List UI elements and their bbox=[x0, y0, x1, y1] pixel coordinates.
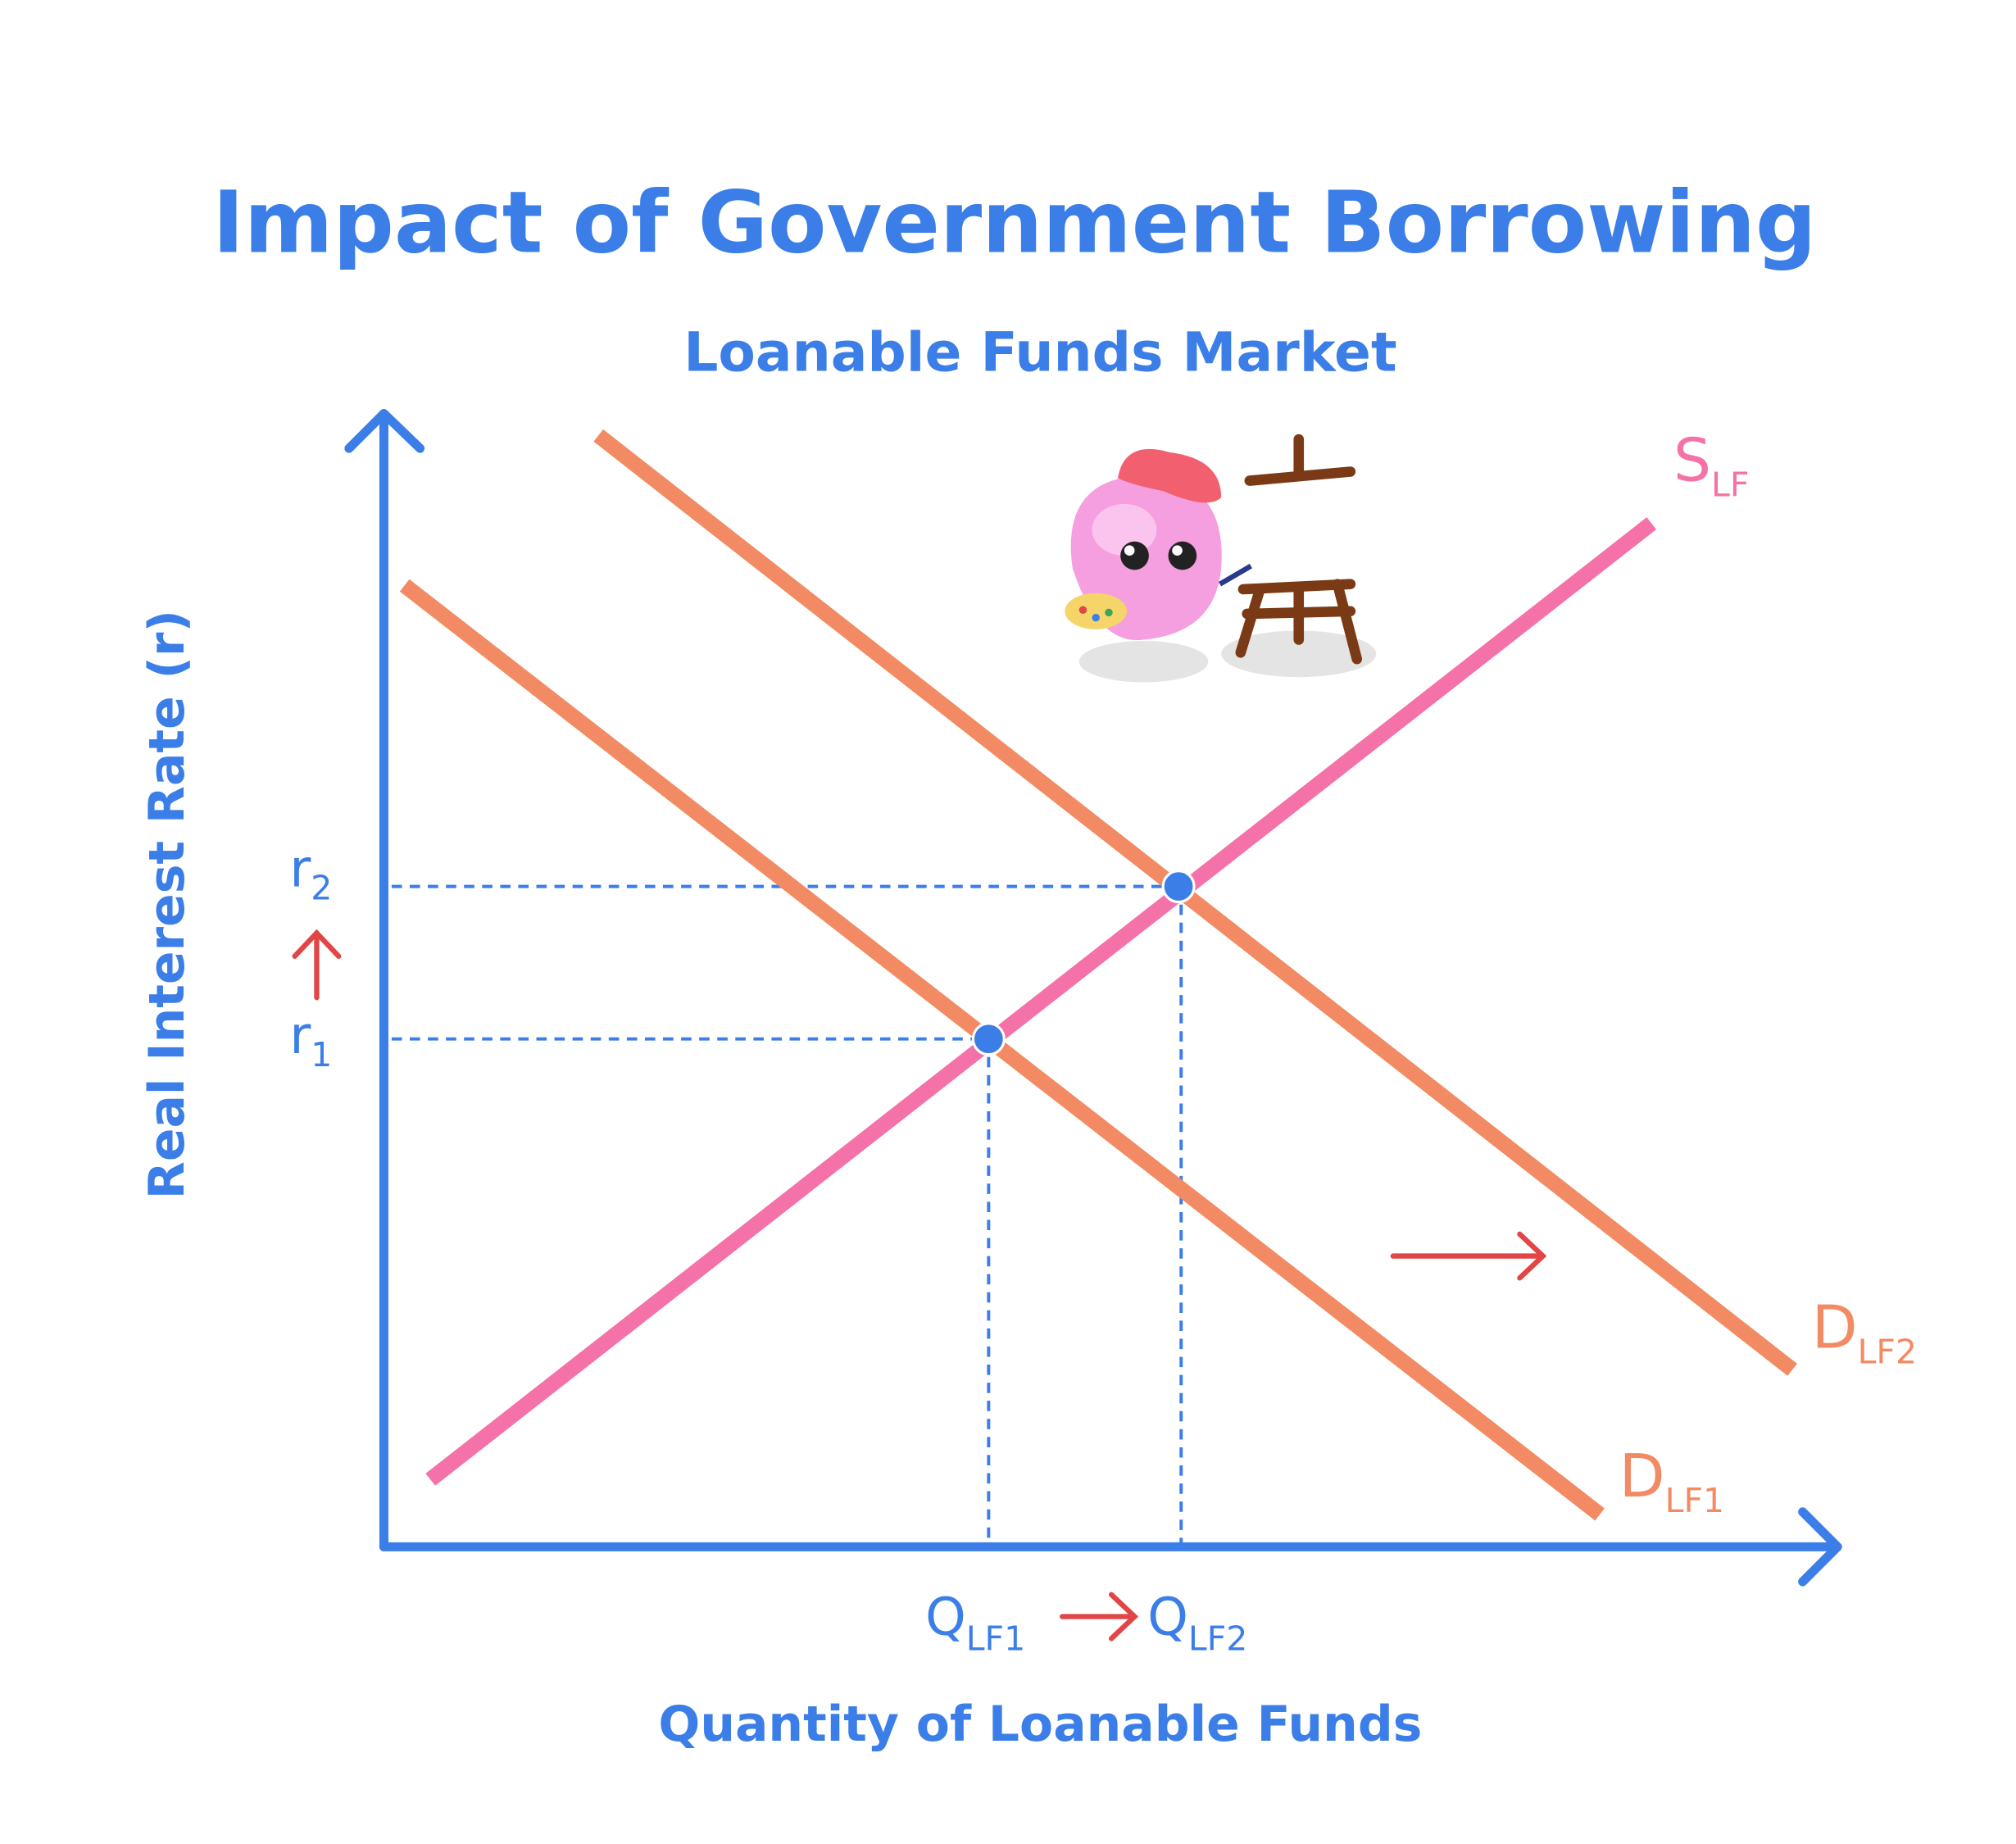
guides bbox=[391, 884, 1183, 1547]
marker-name: r bbox=[289, 838, 311, 899]
x-axis-label: Quantity of Loanable Funds bbox=[658, 1696, 1422, 1753]
demand-1 bbox=[399, 579, 1605, 1521]
curve-sub: LF1 bbox=[1665, 1481, 1724, 1520]
mascot bbox=[1065, 434, 1377, 683]
x-arrow bbox=[1798, 1507, 1842, 1587]
curve-label: DLF1 bbox=[1619, 1442, 1724, 1520]
curve-sub: LF2 bbox=[1858, 1332, 1917, 1371]
marker-name: Q bbox=[1147, 1587, 1188, 1647]
curve-label: SLF bbox=[1673, 427, 1749, 505]
y-axis-label: Real Interest Rate (r) bbox=[138, 610, 196, 1199]
curve-label: DLF2 bbox=[1812, 1294, 1917, 1372]
marker-sub: LF1 bbox=[966, 1619, 1025, 1658]
right-arrow bbox=[1060, 1592, 1139, 1642]
curve-name: D bbox=[1619, 1442, 1665, 1511]
y-arrow bbox=[344, 409, 425, 453]
subtitle: Loanable Funds Market bbox=[683, 321, 1396, 384]
y-marker: r1 bbox=[289, 1005, 332, 1074]
axes bbox=[344, 409, 1842, 1587]
y-marker: r2 bbox=[289, 838, 332, 908]
curve-name: S bbox=[1673, 427, 1711, 496]
marker-sub: 2 bbox=[311, 868, 332, 907]
marker-sub: LF2 bbox=[1188, 1619, 1247, 1658]
supply bbox=[425, 517, 1657, 1486]
curve-name: D bbox=[1812, 1294, 1858, 1363]
demand-2 bbox=[593, 429, 1797, 1376]
title: Impact of Government Borrowing bbox=[212, 172, 1816, 272]
equilibrium-2 bbox=[1161, 870, 1196, 904]
curve-sub: LF bbox=[1711, 465, 1749, 504]
x-marker: QLF2 bbox=[1147, 1587, 1247, 1659]
equilibrium-1 bbox=[971, 1022, 1006, 1056]
marker-name: r bbox=[289, 1005, 311, 1065]
shift-arrow bbox=[1390, 1231, 1547, 1281]
marker-sub: 1 bbox=[311, 1035, 332, 1074]
x-marker: QLF1 bbox=[925, 1587, 1025, 1659]
marker-name: Q bbox=[925, 1587, 966, 1647]
up-arrow bbox=[292, 929, 342, 1001]
